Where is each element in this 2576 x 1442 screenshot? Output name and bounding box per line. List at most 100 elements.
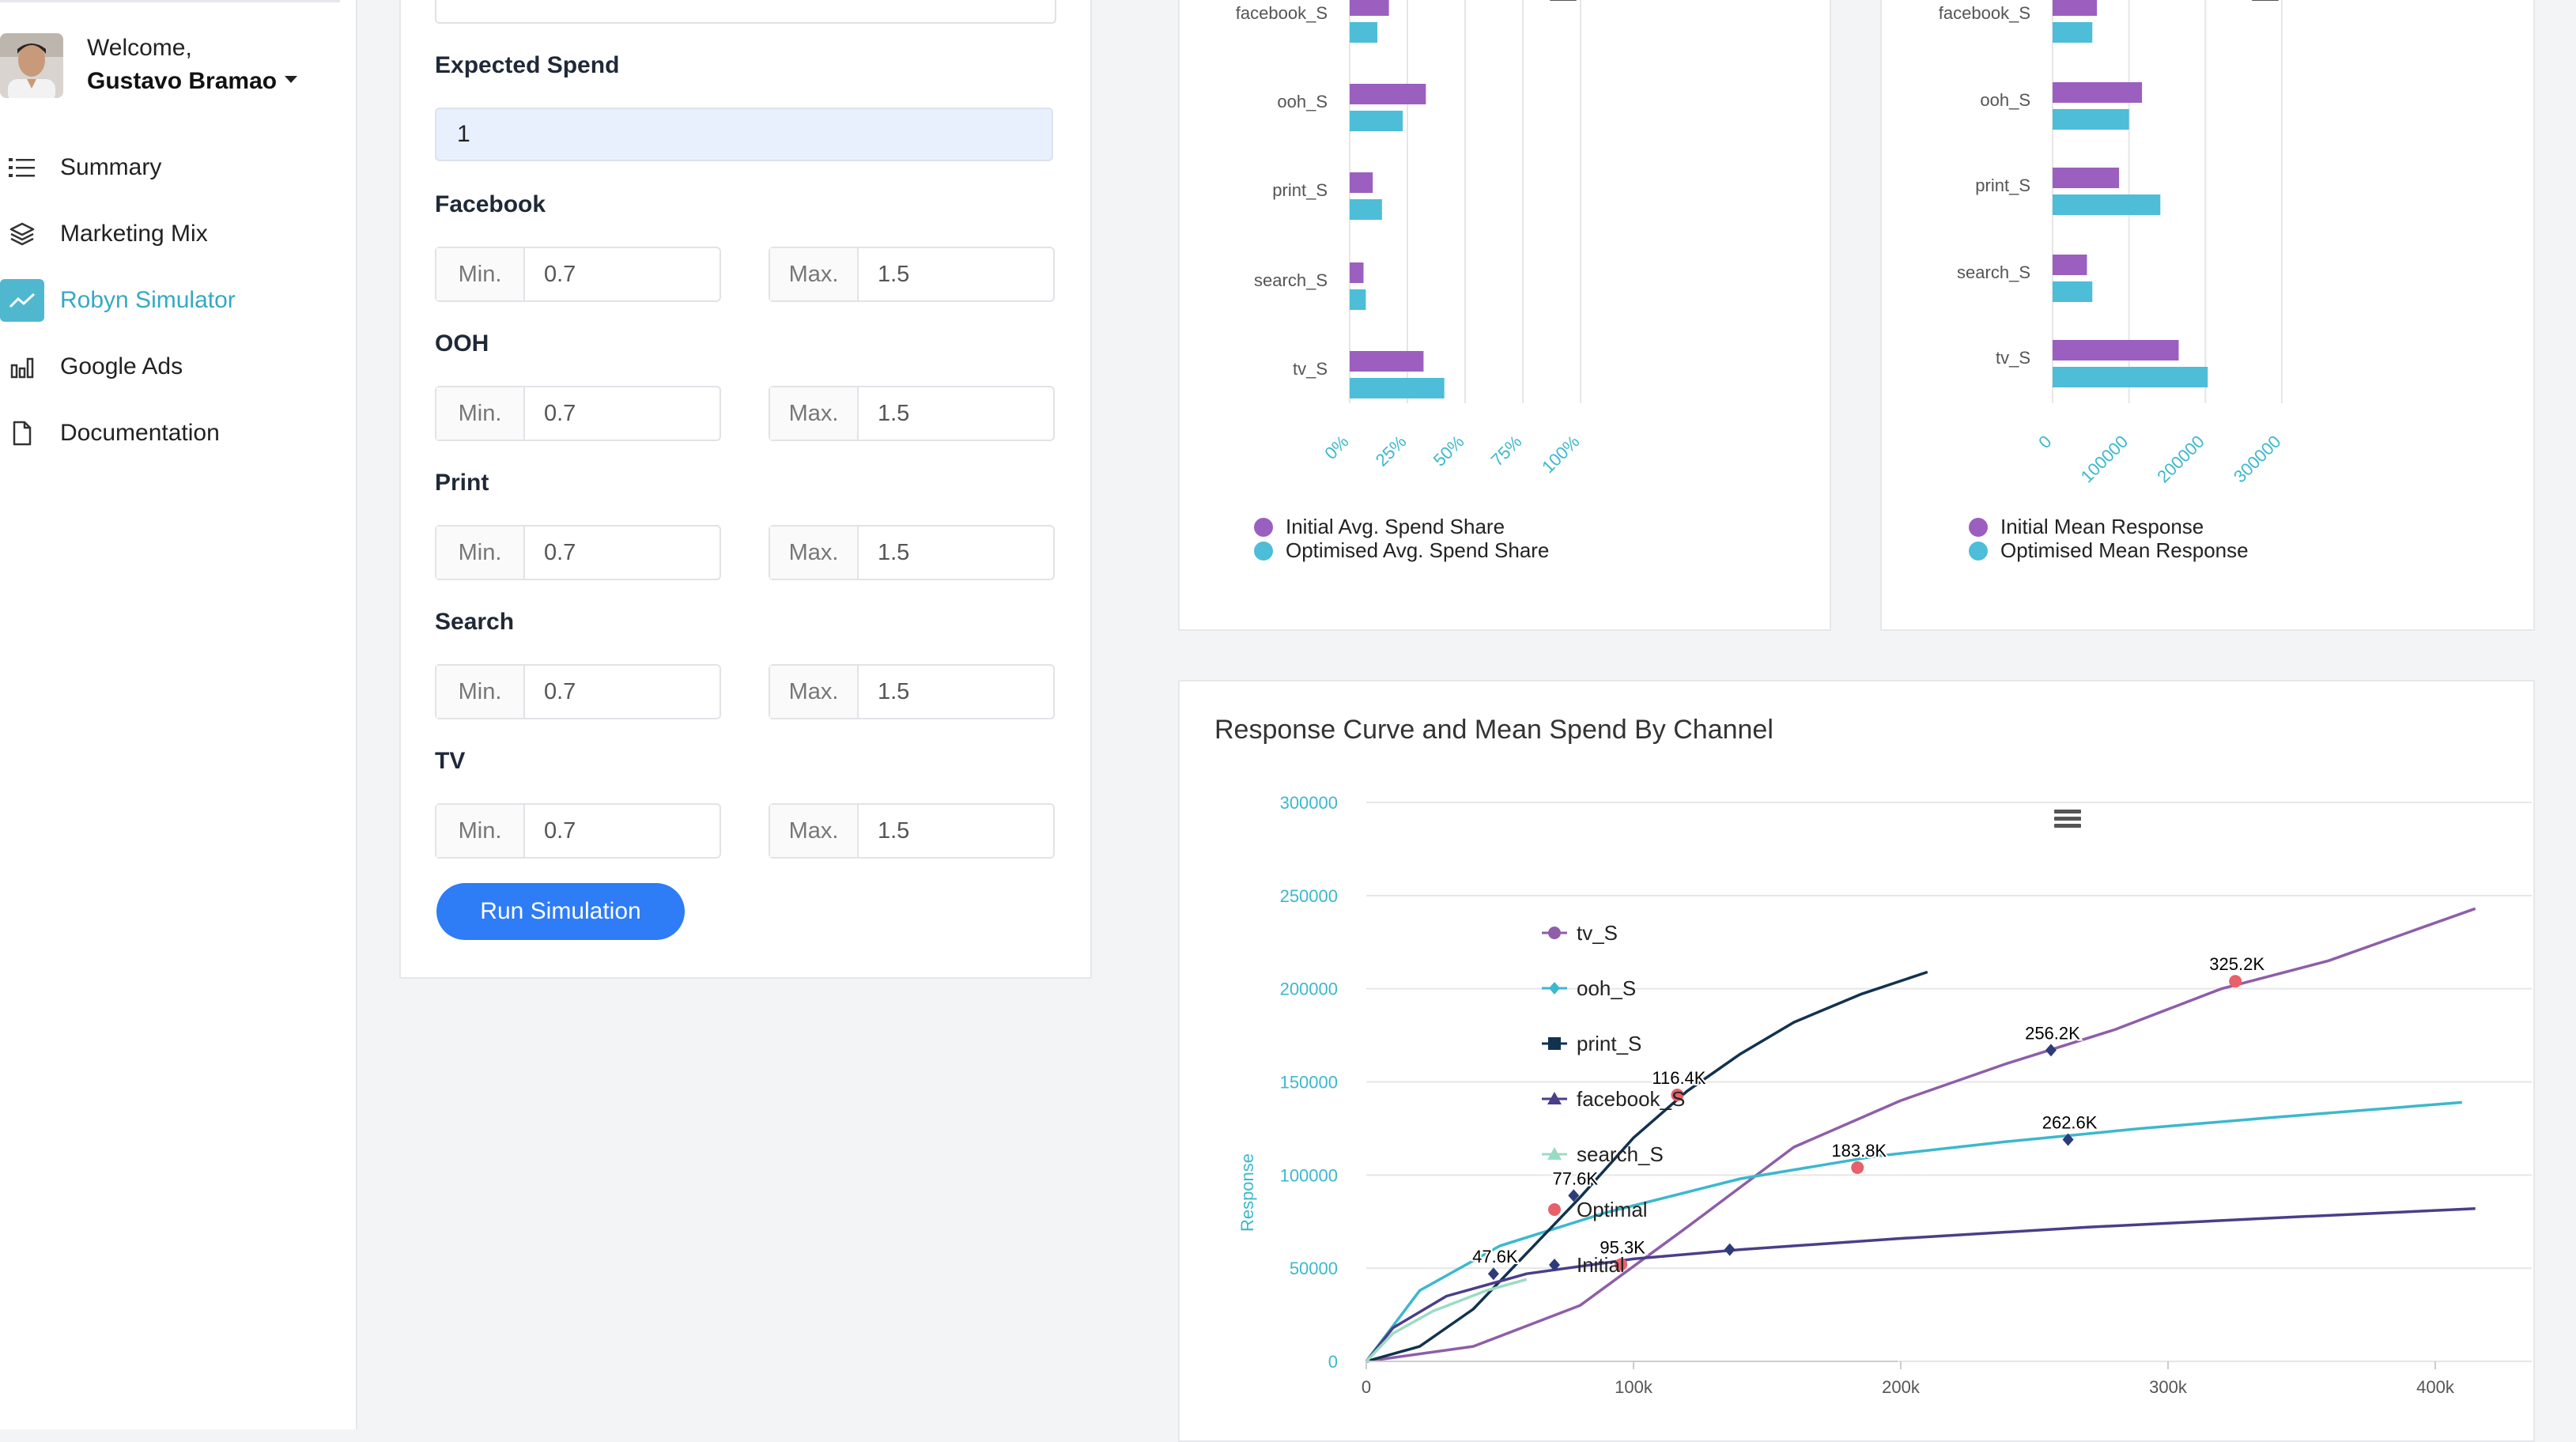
bar[interactable] bbox=[1350, 22, 1378, 43]
data-label: 77.6K bbox=[1553, 1168, 1599, 1188]
bar[interactable] bbox=[1350, 289, 1366, 310]
bar[interactable] bbox=[1350, 0, 1389, 16]
bar[interactable] bbox=[2053, 367, 2208, 387]
bar[interactable] bbox=[2053, 82, 2143, 103]
legend-item[interactable]: print_S bbox=[1542, 1032, 1641, 1055]
bar[interactable] bbox=[1350, 262, 1364, 283]
bar[interactable] bbox=[1350, 111, 1403, 131]
chart-title: Response Curve and Mean Spend By Channel bbox=[1214, 715, 1773, 745]
y-tick-label: 300000 bbox=[1280, 793, 1338, 813]
facebook-label: Facebook bbox=[435, 191, 546, 217]
bar[interactable] bbox=[2053, 0, 2098, 16]
series-line[interactable] bbox=[1365, 907, 2476, 1363]
search-max-group: Max. 1.5 bbox=[769, 664, 1055, 719]
legend-item-optimised-spend-share[interactable]: Optimised Avg. Spend Share bbox=[1254, 538, 1549, 563]
bar[interactable] bbox=[1350, 84, 1426, 104]
print-min-input[interactable]: 0.7 bbox=[544, 539, 576, 565]
bar[interactable] bbox=[1350, 199, 1382, 220]
sidebar-item-documentation[interactable]: Documentation bbox=[0, 412, 348, 455]
chart-menu-icon[interactable] bbox=[2252, 0, 2279, 4]
x-tick-label: 200k bbox=[1882, 1377, 1921, 1397]
search-max-input[interactable]: 1.5 bbox=[878, 678, 910, 704]
mean-response-chart: facebook_S ooh_S print_S search_S tv_S 0 1000… bbox=[1939, 0, 2285, 486]
sidebar: Welcome, Gustavo Bramao Summary Marketin… bbox=[0, 0, 357, 1429]
y-tick-label: 200000 bbox=[1280, 980, 1338, 999]
bar[interactable] bbox=[2053, 109, 2129, 130]
series-line[interactable] bbox=[1365, 1207, 2476, 1363]
data-label: 47.6K bbox=[1472, 1247, 1518, 1266]
series-line[interactable] bbox=[1365, 1278, 1528, 1363]
tv-max-input[interactable]: 1.5 bbox=[878, 817, 910, 844]
category-label: ooh_S bbox=[1980, 90, 2030, 110]
category-label: facebook_S bbox=[1236, 3, 1328, 23]
series-line[interactable] bbox=[1365, 1100, 2462, 1363]
legend-label: Initial bbox=[1577, 1253, 1625, 1277]
initial-point[interactable] bbox=[1568, 1189, 1580, 1202]
x-tick-label: 100k bbox=[1615, 1377, 1653, 1397]
ooh-max-input[interactable]: 1.5 bbox=[878, 400, 910, 426]
sidebar-item-marketing-mix[interactable]: Marketing Mix bbox=[0, 213, 348, 255]
optimal-point[interactable] bbox=[1615, 1258, 1628, 1271]
legend-item[interactable]: Initial bbox=[1549, 1253, 1625, 1277]
ooh-min-group: Min. 0.7 bbox=[435, 386, 721, 441]
category-label: print_S bbox=[1975, 176, 2030, 195]
legend-item[interactable]: tv_S bbox=[1542, 921, 1618, 945]
bar[interactable] bbox=[1350, 351, 1424, 372]
chart-menu-icon[interactable] bbox=[1550, 0, 1577, 4]
trend-icon bbox=[0, 279, 44, 322]
document-icon bbox=[8, 419, 36, 447]
legend-dot-icon bbox=[1969, 541, 1988, 561]
initial-point[interactable] bbox=[2062, 1133, 2074, 1146]
avatar[interactable] bbox=[0, 33, 63, 98]
legend-item[interactable]: search_S bbox=[1542, 1142, 1664, 1166]
legend-label: search_S bbox=[1577, 1142, 1664, 1166]
facebook-min-input[interactable]: 0.7 bbox=[544, 261, 576, 287]
category-label: search_S bbox=[1957, 262, 2030, 282]
max-addon: Max. bbox=[770, 666, 859, 718]
bar[interactable] bbox=[2053, 281, 2093, 302]
ooh-min-input[interactable]: 0.7 bbox=[544, 400, 576, 426]
max-addon: Max. bbox=[770, 248, 859, 300]
expected-spend-input[interactable]: 1 bbox=[435, 108, 1053, 161]
legend-label: tv_S bbox=[1577, 921, 1618, 945]
sidebar-item-label: Robyn Simulator bbox=[60, 287, 236, 313]
initial-point[interactable] bbox=[2045, 1044, 2057, 1057]
print-max-input[interactable]: 1.5 bbox=[878, 539, 910, 565]
bar[interactable] bbox=[2053, 22, 2093, 43]
initial-point[interactable] bbox=[1724, 1243, 1736, 1256]
sidebar-item-summary[interactable]: Summary bbox=[0, 146, 348, 189]
series-line[interactable] bbox=[1365, 970, 1928, 1363]
search-min-input[interactable]: 0.7 bbox=[544, 678, 576, 704]
legend-item[interactable]: Optimal bbox=[1548, 1198, 1648, 1221]
min-addon: Min. bbox=[436, 666, 525, 718]
legend-item-initial-spend-share[interactable]: Initial Avg. Spend Share bbox=[1254, 515, 1505, 539]
legend-item-optimised-mean-response[interactable]: Optimised Mean Response bbox=[1969, 538, 2249, 563]
min-addon: Min. bbox=[436, 248, 525, 300]
bar[interactable] bbox=[2053, 255, 2087, 275]
bar[interactable] bbox=[1350, 378, 1445, 398]
bar[interactable] bbox=[2053, 340, 2179, 360]
tv-min-input[interactable]: 0.7 bbox=[544, 817, 576, 844]
search-min-group: Min. 0.7 bbox=[435, 664, 721, 719]
sidebar-item-robyn-simulator[interactable]: Robyn Simulator bbox=[0, 279, 348, 322]
user-menu[interactable]: Gustavo Bramao bbox=[87, 68, 298, 95]
optimal-point[interactable] bbox=[1851, 1161, 1864, 1174]
previous-input-field[interactable] bbox=[435, 0, 1056, 24]
facebook-max-input[interactable]: 1.5 bbox=[878, 261, 910, 287]
bar[interactable] bbox=[2053, 168, 2120, 188]
bar[interactable] bbox=[1350, 172, 1373, 193]
legend-label: Initial Avg. Spend Share bbox=[1286, 515, 1505, 538]
print-label: Print bbox=[435, 470, 489, 496]
legend-item-initial-mean-response[interactable]: Initial Mean Response bbox=[1969, 515, 2204, 539]
legend-label: Initial Mean Response bbox=[2000, 515, 2204, 538]
run-simulation-button[interactable]: Run Simulation bbox=[436, 883, 685, 940]
initial-point[interactable] bbox=[1487, 1267, 1499, 1281]
bar[interactable] bbox=[2053, 194, 2161, 215]
legend-item[interactable]: facebook_S bbox=[1542, 1087, 1685, 1111]
optimal-point[interactable] bbox=[1671, 1088, 1684, 1101]
sidebar-item-google-ads[interactable]: Google Ads bbox=[0, 345, 348, 388]
y-tick-label: 100000 bbox=[1280, 1165, 1338, 1185]
optimal-point[interactable] bbox=[2229, 975, 2242, 988]
legend-item[interactable]: ooh_S bbox=[1542, 976, 1636, 1000]
chart-menu-icon[interactable] bbox=[2054, 806, 2081, 831]
